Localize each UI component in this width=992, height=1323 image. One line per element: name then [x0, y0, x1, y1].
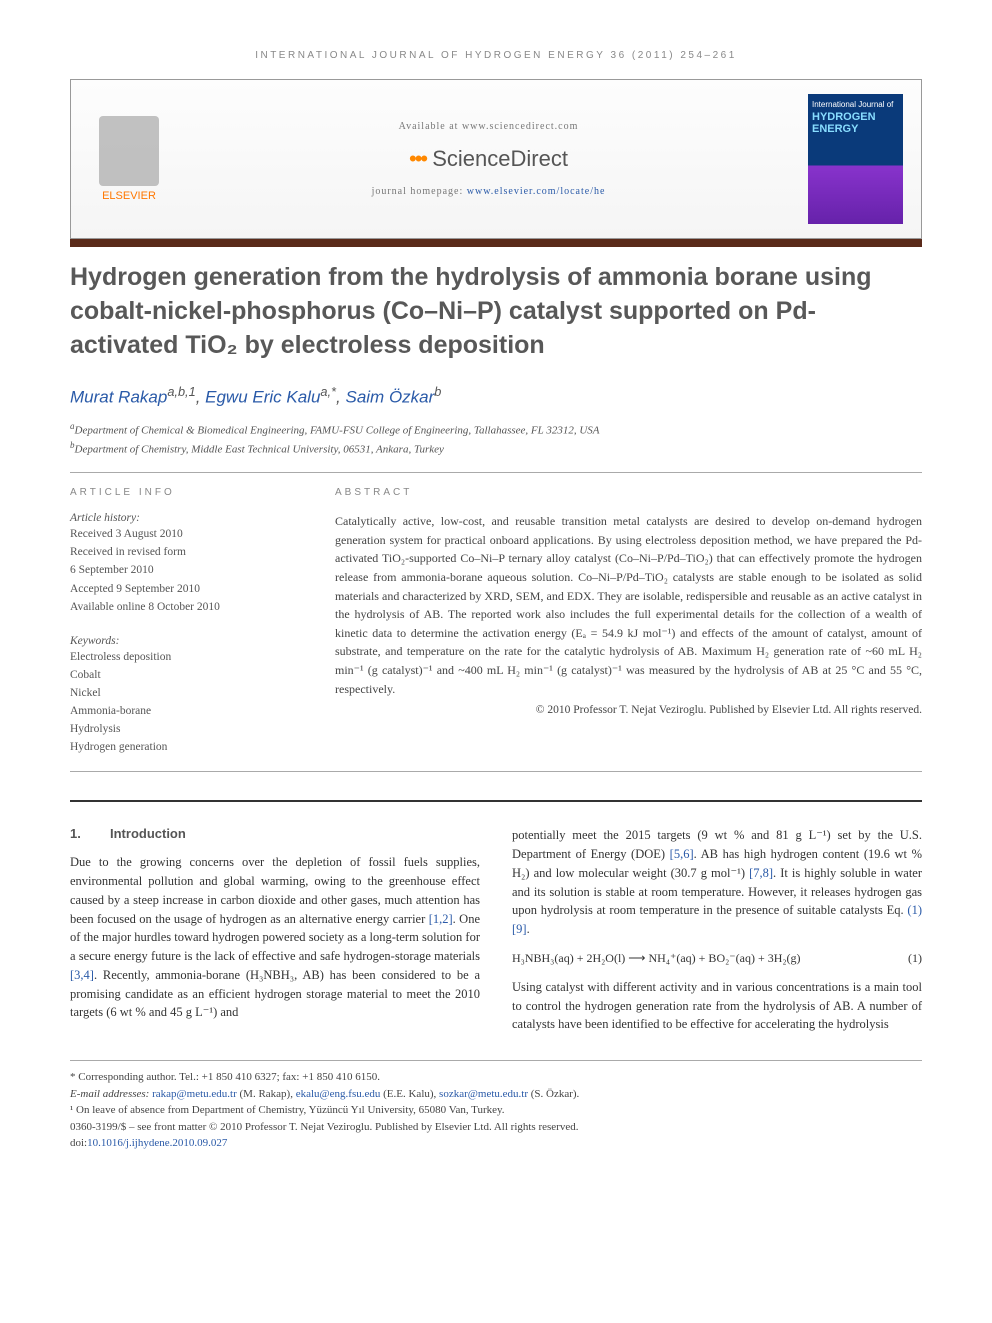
email-link[interactable]: ekalu@eng.fsu.edu — [296, 1088, 381, 1100]
article-title: Hydrogen generation from the hydrolysis … — [70, 261, 922, 362]
corresponding-author: * Corresponding author. Tel.: +1 850 410… — [70, 1069, 922, 1086]
elsevier-tree-icon — [99, 116, 159, 186]
divider — [70, 472, 922, 473]
abstract-text: Catalytically active, low-cost, and reus… — [335, 512, 922, 698]
keyword-item: Hydrolysis — [70, 721, 295, 737]
body-column-right: potentially meet the 2015 targets (9 wt … — [512, 826, 922, 1034]
citation-link[interactable]: [3,4] — [70, 968, 94, 982]
citation-link[interactable]: [1,2] — [429, 912, 453, 926]
abstract-column: ABSTRACT Catalytically active, low-cost,… — [335, 487, 922, 757]
history-online: Available online 8 October 2010 — [70, 599, 295, 615]
sciencedirect-logo: ••• ScienceDirect — [169, 146, 808, 172]
body-paragraph: potentially meet the 2015 targets (9 wt … — [512, 826, 922, 939]
body-column-left: 1.Introduction Due to the growing concer… — [70, 826, 480, 1034]
email-link[interactable]: rakap@metu.edu.tr — [152, 1088, 237, 1100]
elsevier-logo: ELSEVIER — [89, 116, 169, 202]
footnote-1: ¹ On leave of absence from Department of… — [70, 1102, 922, 1119]
citation-link[interactable]: [7,8] — [749, 866, 773, 880]
cover-main-title-1: HYDROGEN — [808, 111, 903, 123]
cover-small-title: International Journal of — [808, 94, 903, 111]
email-link[interactable]: sozkar@metu.edu.tr — [439, 1088, 528, 1100]
author-3[interactable]: Saim Özkar — [345, 388, 434, 407]
cover-main-title-2: ENERGY — [808, 123, 903, 135]
article-info-heading: ARTICLE INFO — [70, 487, 295, 498]
equation-formula: H₃NBH₃(aq) + 2H₂O(l) ⟶ NH₄⁺(aq) + BO₂⁻(a… — [512, 951, 801, 966]
article-info-column: ARTICLE INFO Article history: Received 3… — [70, 487, 295, 757]
sciencedirect-dots-icon: ••• — [409, 146, 426, 171]
keyword-item: Electroless deposition — [70, 649, 295, 665]
keywords-label: Keywords: — [70, 635, 295, 647]
copyright-line: © 2010 Professor T. Nejat Veziroglu. Pub… — [335, 704, 922, 716]
journal-homepage: journal homepage: www.elsevier.com/locat… — [169, 186, 808, 197]
divider — [70, 771, 922, 772]
footer-block: * Corresponding author. Tel.: +1 850 410… — [70, 1060, 922, 1152]
section-heading: 1.Introduction — [70, 826, 480, 841]
doi-line: doi:10.1016/j.ijhydene.2010.09.027 — [70, 1135, 922, 1152]
body-columns: 1.Introduction Due to the growing concer… — [70, 826, 922, 1034]
equation-ref-link[interactable]: (1) — [907, 903, 922, 917]
elsevier-label: ELSEVIER — [89, 190, 169, 202]
available-at-text: Available at www.sciencedirect.com — [169, 121, 808, 132]
email-addresses: E-mail addresses: rakap@metu.edu.tr (M. … — [70, 1086, 922, 1103]
citation-link[interactable]: [9] — [512, 922, 527, 936]
keyword-item: Cobalt — [70, 667, 295, 683]
body-paragraph: Due to the growing concerns over the dep… — [70, 853, 480, 1022]
section-title: Introduction — [110, 826, 186, 841]
issn-line: 0360-3199/$ – see front matter © 2010 Pr… — [70, 1119, 922, 1136]
history-accepted: Accepted 9 September 2010 — [70, 581, 295, 597]
equation-block: H₃NBH₃(aq) + 2H₂O(l) ⟶ NH₄⁺(aq) + BO₂⁻(a… — [512, 951, 922, 966]
affiliations: aDepartment of Chemical & Biomedical Eng… — [70, 420, 922, 458]
history-revised-1: Received in revised form — [70, 544, 295, 560]
author-2[interactable]: Egwu Eric Kalu — [205, 388, 320, 407]
author-1-sup: a,b,1 — [167, 384, 195, 399]
keyword-item: Ammonia-borane — [70, 703, 295, 719]
body-paragraph: Using catalyst with different activity a… — [512, 978, 922, 1034]
author-2-sup: a,* — [320, 384, 336, 399]
author-1[interactable]: Murat Rakap — [70, 388, 167, 407]
doi-link[interactable]: 10.1016/j.ijhydene.2010.09.027 — [87, 1137, 227, 1149]
keyword-item: Nickel — [70, 685, 295, 701]
running-header: INTERNATIONAL JOURNAL OF HYDROGEN ENERGY… — [70, 50, 922, 61]
affiliation-b: Department of Chemistry, Middle East Tec… — [75, 444, 444, 456]
keyword-item: Hydrogen generation — [70, 739, 295, 755]
author-3-sup: b — [434, 384, 441, 399]
journal-header-box: ELSEVIER Available at www.sciencedirect.… — [70, 79, 922, 239]
authors-list: Murat Rakapa,b,1, Egwu Eric Kalua,*, Sai… — [70, 384, 922, 408]
homepage-link[interactable]: www.elsevier.com/locate/he — [467, 186, 606, 197]
thick-divider — [70, 800, 922, 802]
affiliation-a: Department of Chemical & Biomedical Engi… — [75, 425, 600, 437]
history-revised-2: 6 September 2010 — [70, 562, 295, 578]
citation-link[interactable]: [5,6] — [670, 847, 694, 861]
equation-number: (1) — [908, 951, 922, 966]
history-label: Article history: — [70, 512, 295, 524]
sciencedirect-label: ScienceDirect — [432, 146, 568, 171]
abstract-heading: ABSTRACT — [335, 487, 922, 498]
section-number: 1. — [70, 826, 110, 841]
journal-cover-thumbnail: International Journal of HYDROGEN ENERGY — [808, 94, 903, 224]
history-received: Received 3 August 2010 — [70, 526, 295, 542]
